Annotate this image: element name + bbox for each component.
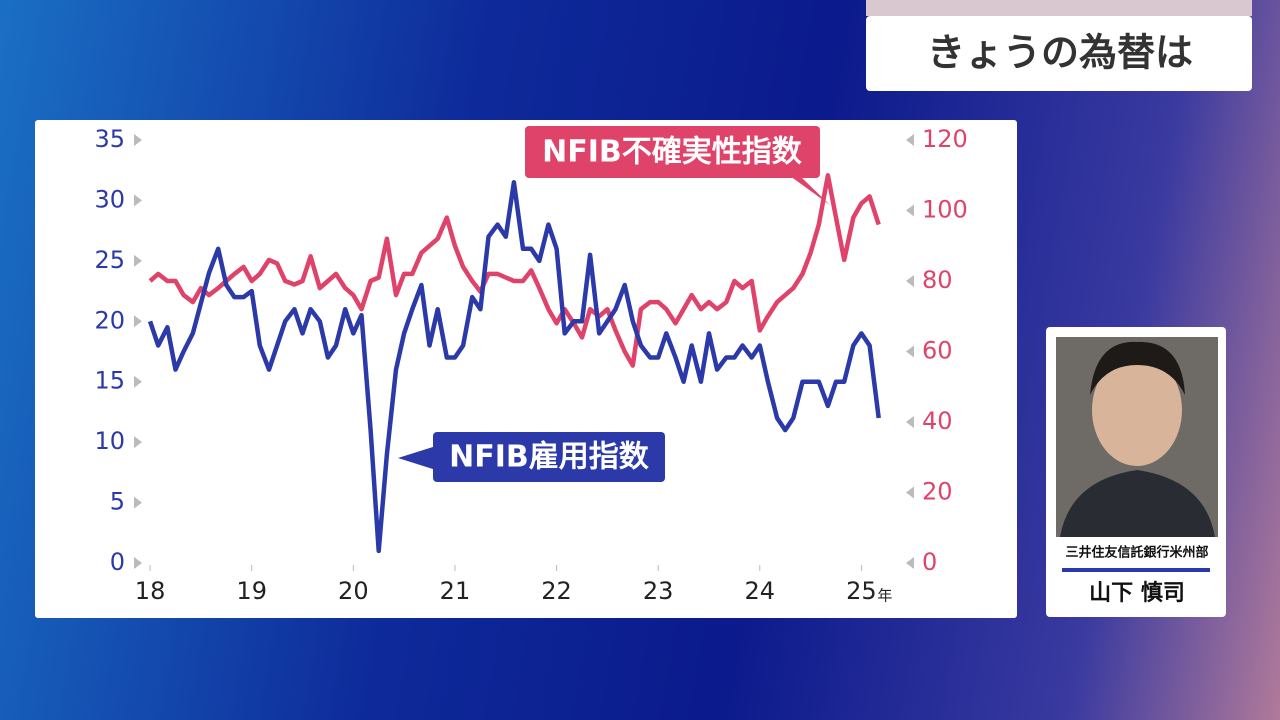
y-tick-label: 10 [94, 427, 125, 455]
card-rule [1062, 568, 1210, 572]
y-tick-label: 20 [94, 306, 125, 334]
y2-tick-mark [906, 486, 914, 499]
y2-tick-mark [906, 557, 914, 569]
y-tick-label: 15 [94, 367, 125, 395]
y2-tick-mark [906, 275, 914, 287]
y-tick-mark [134, 194, 142, 207]
y-tick-mark [134, 557, 142, 569]
series-label: NFIB不確実性指数 [542, 135, 803, 170]
y-tick-mark [134, 315, 142, 328]
series-line [147, 180, 881, 554]
photo-face [1092, 354, 1182, 466]
x-tick-label: 21 [440, 577, 471, 605]
y2-tick-mark [906, 345, 914, 358]
y2-tick-label: 100 [922, 196, 968, 224]
y2-tick-label: 80 [922, 266, 953, 294]
plot: 0 5 10 15 20 25 30 35 0 20 40 60 80 100 120 18 19 20 21 22 2… [94, 125, 967, 605]
y2-tick-label: 40 [922, 407, 953, 435]
y2-tick-label: 120 [922, 125, 968, 153]
series-label: NFIB雇用指数 [449, 440, 650, 475]
banner [866, 16, 1252, 91]
series-line [148, 173, 881, 368]
chart-panel [35, 120, 1017, 618]
x-tick-label: 22 [541, 577, 572, 605]
callout-box [525, 126, 820, 178]
y2-tick-mark [906, 416, 914, 428]
y-tick-mark [134, 254, 142, 267]
x-tick-label: 24 [745, 577, 776, 605]
y-tick-label: 0 [110, 548, 125, 576]
guest-name: 山下 慎司 [1089, 581, 1185, 606]
guest-affiliation: 三井住友信託銀行米州部 [1065, 545, 1208, 561]
y2-tick-mark [906, 204, 914, 217]
y-tick-mark [134, 436, 142, 449]
y-tick-mark [134, 496, 142, 509]
banner-strip [866, 0, 1252, 16]
x-tick-label: 18 [135, 577, 166, 605]
x-unit: 年 [877, 587, 892, 605]
y-tick-label: 5 [110, 488, 125, 516]
photo-suit [1060, 470, 1215, 537]
photo-hair [1090, 341, 1185, 395]
banner-title: きょうの為替は [927, 31, 1193, 75]
y-tick-mark [134, 134, 142, 146]
x-tick-label: 20 [338, 577, 369, 605]
y-tick-label: 30 [94, 185, 125, 213]
y-tick-mark [134, 375, 142, 388]
x-tick-label: 25 [846, 577, 877, 605]
x-tick-label: 23 [643, 577, 674, 605]
y2-tick-label: 60 [922, 337, 953, 365]
y2-tick-label: 0 [922, 548, 937, 576]
y2-tick-label: 20 [922, 478, 953, 506]
callout-box [433, 432, 665, 482]
y-tick-label: 25 [94, 246, 125, 274]
y2-tick-mark [906, 134, 914, 146]
x-tick-label: 19 [236, 577, 267, 605]
callout-pointer [398, 446, 436, 470]
callout-pointer [790, 176, 830, 205]
y-tick-label: 35 [94, 125, 125, 153]
